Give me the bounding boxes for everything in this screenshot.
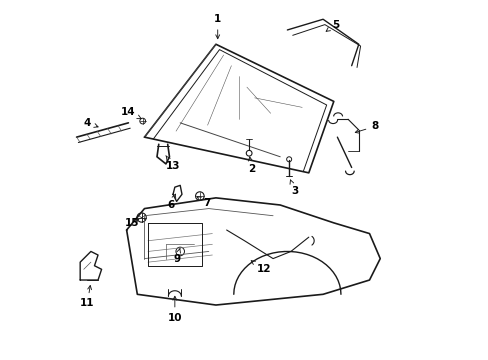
Text: 8: 8 <box>355 121 378 133</box>
Text: 4: 4 <box>83 118 98 128</box>
Text: 13: 13 <box>165 156 180 171</box>
Text: 12: 12 <box>251 261 271 274</box>
Text: 14: 14 <box>121 107 141 119</box>
Text: 15: 15 <box>124 218 139 228</box>
Text: 9: 9 <box>173 248 180 264</box>
Text: 1: 1 <box>214 14 221 39</box>
Text: 2: 2 <box>247 157 255 174</box>
Text: 10: 10 <box>167 296 182 323</box>
Text: 11: 11 <box>80 285 94 308</box>
Text: 6: 6 <box>167 194 175 210</box>
Text: 3: 3 <box>289 180 298 196</box>
Text: 5: 5 <box>325 19 339 31</box>
Text: 7: 7 <box>197 197 210 208</box>
